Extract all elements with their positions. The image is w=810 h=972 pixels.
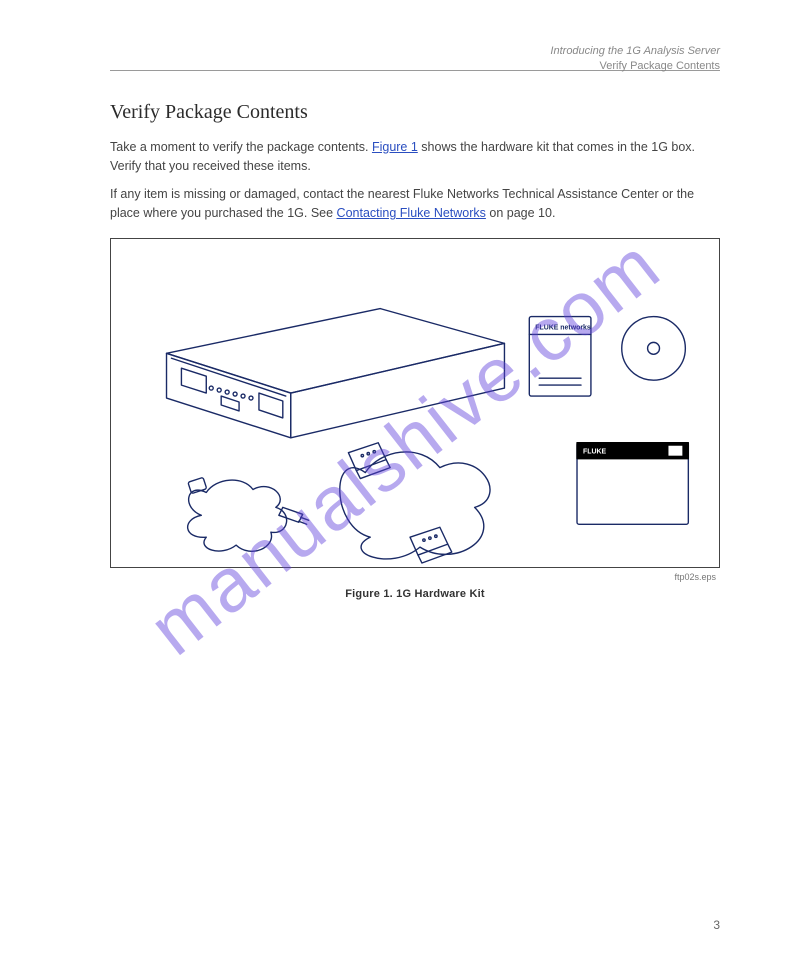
booklet-label-text: FLUKE networks: [535, 324, 591, 331]
page-root: Introducing the 1G Analysis Server Verif…: [0, 0, 810, 972]
header-line-1: Introducing the 1G Analysis Server: [550, 44, 720, 59]
serial-cable-icon: [340, 442, 490, 562]
paragraph-2: If any item is missing or damaged, conta…: [110, 185, 720, 224]
doc-card-icon: FLUKE: [577, 442, 688, 524]
hardware-kit-illustration: FLUKE networks FLUKE: [111, 239, 719, 567]
figure-box: FLUKE networks FLUKE: [110, 238, 720, 568]
contact-crossref-link[interactable]: Contacting Fluke Networks: [337, 206, 486, 220]
doc-card-label: FLUKE: [583, 448, 606, 455]
cd-icon: [622, 316, 686, 380]
para1-prefix: Take a moment to verify the package cont…: [110, 140, 372, 154]
figure-caption: Figure 1. 1G Hardware Kit: [110, 588, 720, 600]
power-cord-icon: [188, 477, 309, 551]
header-line-2: Verify Package Contents: [550, 59, 720, 74]
figure-code: ftp02s.eps: [110, 572, 720, 582]
booklet-icon: FLUKE networks: [529, 316, 591, 396]
para2-suffix: on page 10.: [486, 206, 556, 220]
device-icon: [167, 308, 505, 437]
running-header: Introducing the 1G Analysis Server Verif…: [550, 44, 720, 74]
section-heading: Verify Package Contents: [110, 101, 720, 124]
paragraph-1: Take a moment to verify the package cont…: [110, 138, 720, 177]
figure-crossref-link[interactable]: Figure 1: [372, 140, 418, 154]
page-number: 3: [713, 918, 720, 932]
